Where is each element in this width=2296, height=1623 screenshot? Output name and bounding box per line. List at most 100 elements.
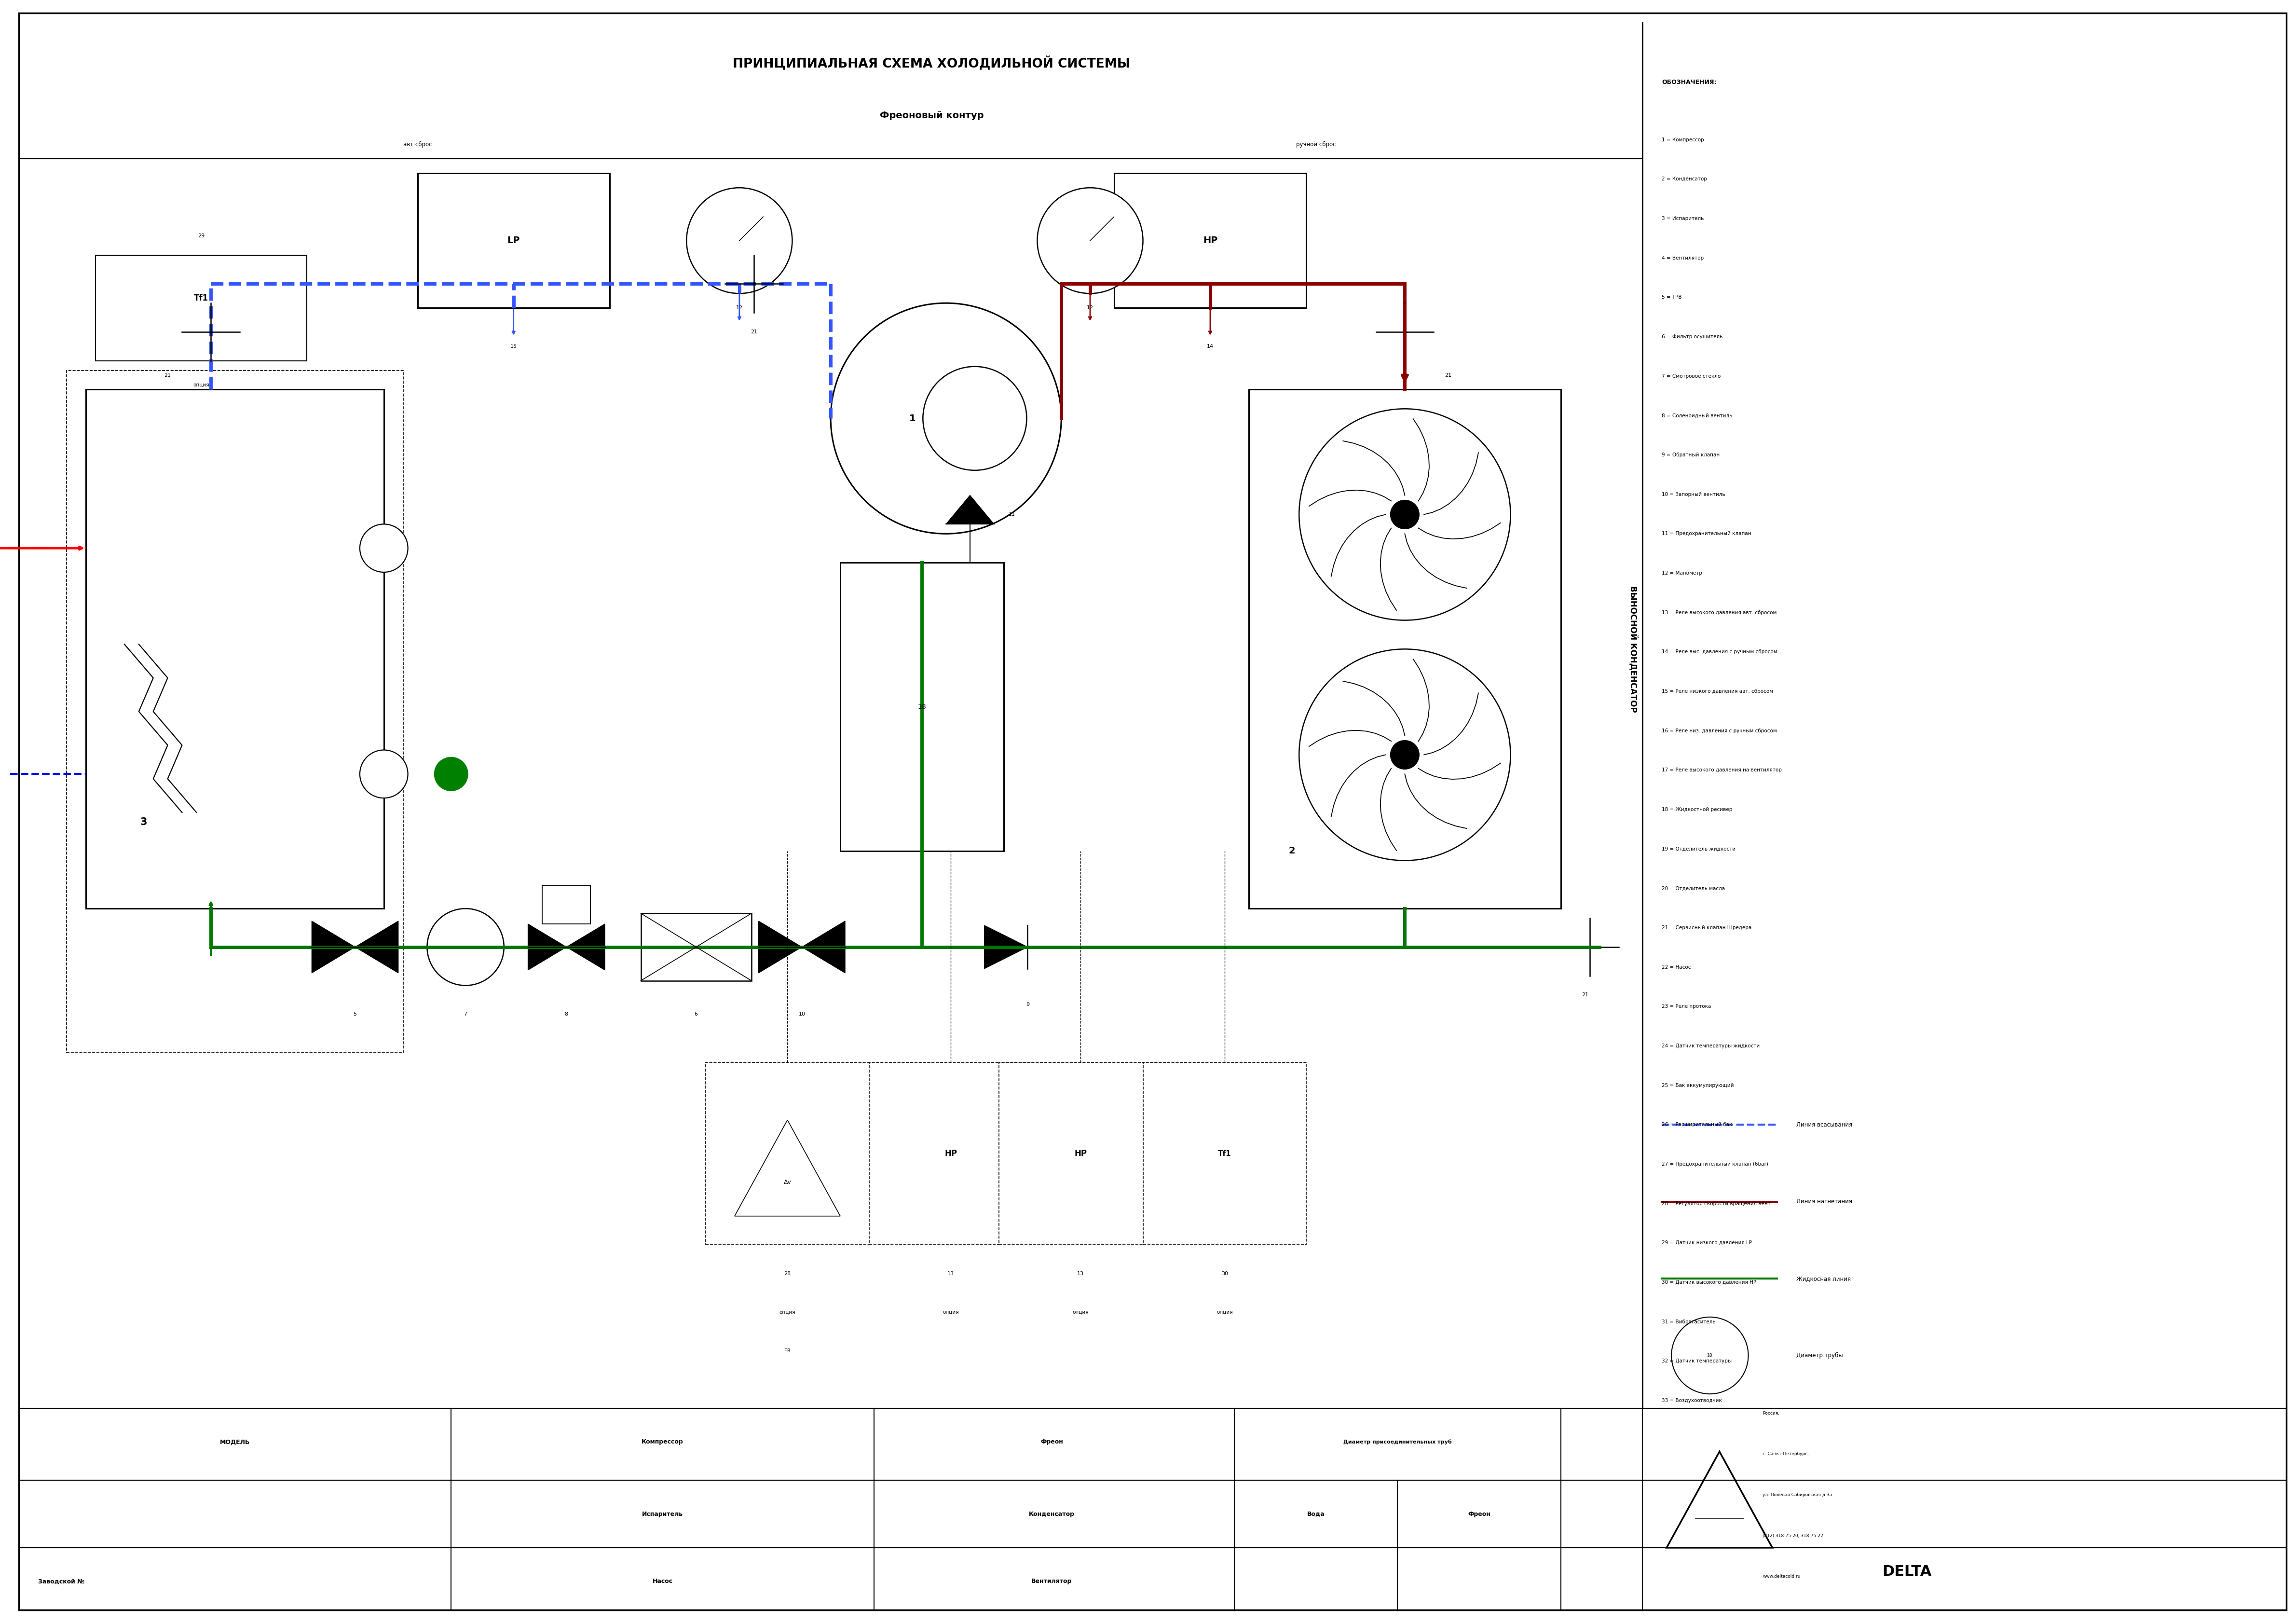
Text: 21: 21 (165, 373, 172, 378)
Text: 29: 29 (197, 234, 204, 239)
Text: Диаметр трубы: Диаметр трубы (1795, 1352, 1844, 1358)
Text: 19 = Отделитель жидкости: 19 = Отделитель жидкости (1662, 847, 1736, 852)
Bar (96, 255, 308, 360)
Text: 6 = Фильтр осушитель: 6 = Фильтр осушитель (1662, 334, 1722, 339)
Text: опция: опция (1072, 1310, 1088, 1315)
Text: 12: 12 (1086, 305, 1093, 310)
Circle shape (1038, 188, 1143, 294)
Text: 30 = Датчик высокого давления HP: 30 = Датчик высокого давления HP (1662, 1281, 1756, 1285)
Text: МОДЕЛЬ: МОДЕЛЬ (220, 1440, 250, 1444)
Polygon shape (758, 922, 801, 972)
Text: 32 = Датчик температуры: 32 = Датчик температуры (1662, 1358, 1731, 1363)
Text: 5 = ТРВ: 5 = ТРВ (1662, 295, 1683, 300)
Text: Россия,: Россия, (1763, 1410, 1779, 1415)
Polygon shape (528, 923, 567, 971)
Bar (85, 390, 383, 909)
Text: ВЫНОСНОЙ КОНДЕНСАТОР: ВЫНОСНОЙ КОНДЕНСАТОР (1628, 586, 1637, 712)
Bar (542, 886, 590, 923)
Text: 16 = Реле низ. давления с ручным сбросом: 16 = Реле низ. давления с ручным сбросом (1662, 729, 1777, 734)
Text: Компрессор: Компрессор (641, 1440, 684, 1444)
Text: 6: 6 (693, 1011, 698, 1016)
Text: 14 = Реле выс. давления с ручным сбросом: 14 = Реле выс. давления с ручным сбросом (1662, 649, 1777, 654)
Circle shape (427, 909, 503, 985)
Text: Насос: Насос (652, 1578, 673, 1584)
Text: 26 = Расширительный бак: 26 = Расширительный бак (1662, 1123, 1733, 1128)
Text: FR: FR (785, 1349, 790, 1354)
Text: 31 = Вибрагаситель: 31 = Вибрагаситель (1662, 1319, 1715, 1324)
Text: 20 = Отделитель масла: 20 = Отделитель масла (1662, 886, 1724, 891)
Text: 13: 13 (1077, 1271, 1084, 1276)
Text: Фреоновый контур: Фреоновый контур (879, 110, 983, 120)
Text: Вентилятор: Вентилятор (1031, 1578, 1072, 1584)
Text: 28: 28 (783, 1271, 790, 1276)
Text: Tf1: Tf1 (195, 294, 209, 302)
Text: 5: 5 (354, 1011, 356, 1016)
Text: ПРИНЦИПИАЛЬНАЯ СХЕМА ХОЛОДИЛЬНОЙ СИСТЕМЫ: ПРИНЦИПИАЛЬНАЯ СХЕМА ХОЛОДИЛЬНОЙ СИСТЕМЫ (732, 55, 1130, 70)
Text: HP: HP (1075, 1149, 1086, 1157)
Text: 14: 14 (1208, 344, 1215, 349)
Text: 24 = Датчик температуры жидкости: 24 = Датчик температуры жидкости (1662, 1044, 1759, 1048)
Text: 15 = Реле низкого давления авт. сбросом: 15 = Реле низкого давления авт. сбросом (1662, 688, 1773, 693)
Text: 10: 10 (799, 1011, 806, 1016)
Text: Фреон: Фреон (1467, 1511, 1490, 1518)
Circle shape (1300, 649, 1511, 860)
Text: 27 = Предохранительный клапан (6bar): 27 = Предохранительный клапан (6bar) (1662, 1162, 1768, 1167)
Text: 4 = Вентилятор: 4 = Вентилятор (1662, 255, 1704, 260)
Text: 12 = Манометр: 12 = Манометр (1662, 571, 1701, 576)
Polygon shape (946, 495, 994, 524)
Bar (999, 1063, 1162, 1245)
Text: 33 = Воздухоотводчик: 33 = Воздухоотводчик (1662, 1399, 1722, 1402)
Text: Линия всасывания: Линия всасывания (1795, 1121, 1853, 1128)
Text: 17 = Реле высокого давления на вентилятор: 17 = Реле высокого давления на вентилято… (1662, 768, 1782, 773)
Text: 23 = Реле протока: 23 = Реле протока (1662, 1005, 1711, 1010)
Text: 13 = Реле высокого давления авт. сбросом: 13 = Реле высокого давления авт. сбросом (1662, 610, 1777, 615)
Bar (1114, 174, 1306, 308)
Text: (812) 318-75-20, 318-75-22: (812) 318-75-20, 318-75-22 (1763, 1534, 1823, 1539)
Text: Диаметр присоединительных труб: Диаметр присоединительных труб (1343, 1440, 1451, 1444)
Polygon shape (356, 922, 397, 972)
Text: 28 = Регулятор скорости вращения вент.: 28 = Регулятор скорости вращения вент. (1662, 1201, 1773, 1206)
Text: 10 = Запорный вентиль: 10 = Запорный вентиль (1662, 492, 1724, 497)
Text: 21: 21 (751, 329, 758, 334)
Bar (67, 370, 404, 1053)
Text: ОБОЗНАЧЕНИЯ:: ОБОЗНАЧЕНИЯ: (1662, 80, 1717, 84)
Text: 9: 9 (1026, 1003, 1029, 1008)
Text: 11 = Предохранительный клапан: 11 = Предохранительный клапан (1662, 531, 1752, 536)
Circle shape (1391, 500, 1419, 529)
Text: 7 = Смотровое стекло: 7 = Смотровое стекло (1662, 373, 1720, 378)
Circle shape (360, 524, 409, 573)
Text: 25 = Бак аккумулирующий: 25 = Бак аккумулирующий (1662, 1083, 1733, 1087)
Text: 18: 18 (918, 703, 925, 711)
Text: Фреон: Фреон (1040, 1440, 1063, 1444)
Text: опция: опция (778, 1310, 794, 1315)
Text: 11: 11 (1008, 513, 1015, 518)
Text: 7: 7 (464, 1011, 468, 1016)
Text: Жидкосная линия: Жидкосная линия (1795, 1276, 1851, 1282)
Text: Tf1: Tf1 (1217, 1151, 1231, 1157)
Circle shape (1391, 740, 1419, 769)
Text: HP: HP (944, 1149, 957, 1157)
Polygon shape (801, 922, 845, 972)
Text: Испаритель: Испаритель (643, 1511, 682, 1518)
Text: 21: 21 (1444, 373, 1451, 378)
Text: HP: HP (1203, 235, 1217, 245)
Bar (1249, 390, 1561, 909)
Text: 2 = Конденсатор: 2 = Конденсатор (1662, 177, 1708, 182)
Text: 3: 3 (140, 818, 147, 826)
Text: опция: опция (193, 383, 209, 388)
Text: 18: 18 (1708, 1354, 1713, 1358)
Text: LP: LP (507, 235, 519, 245)
Text: 12: 12 (737, 305, 744, 310)
Bar (641, 914, 751, 980)
Polygon shape (567, 923, 604, 971)
Circle shape (1300, 409, 1511, 620)
Text: 29 = Датчик низкого давления LP: 29 = Датчик низкого давления LP (1662, 1240, 1752, 1245)
Bar (418, 174, 611, 308)
Text: 9 = Обратный клапан: 9 = Обратный клапан (1662, 453, 1720, 458)
Text: 3 = Испаритель: 3 = Испаритель (1662, 216, 1704, 221)
Bar (840, 563, 1003, 850)
Text: 1 = Компрессор: 1 = Компрессор (1662, 138, 1704, 143)
Bar (1143, 1063, 1306, 1245)
Text: Вода: Вода (1306, 1511, 1325, 1518)
Text: 15: 15 (510, 344, 517, 349)
